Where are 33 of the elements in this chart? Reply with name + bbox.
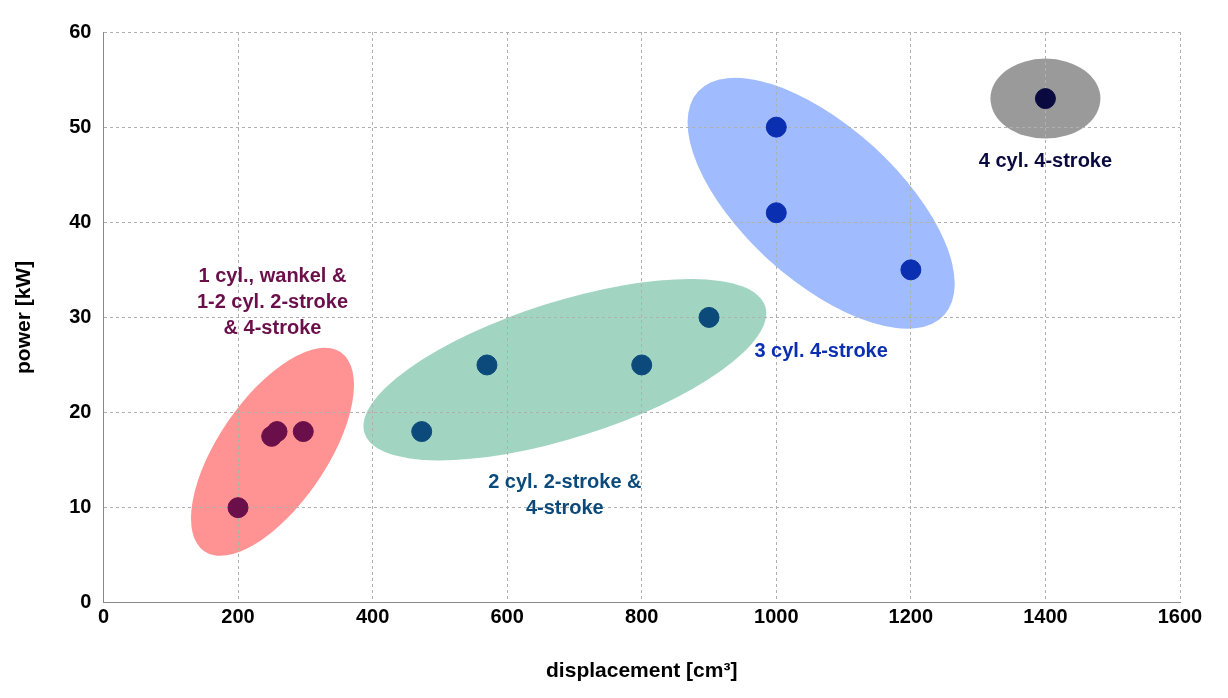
point xyxy=(292,421,314,443)
x-tick-label: 800 xyxy=(625,605,659,628)
point xyxy=(1034,88,1056,110)
text: 1 cyl., wankel & 1-2 cyl. 2-stroke & 4-stroke xyxy=(196,262,349,340)
x-tick-label: 200 xyxy=(221,605,255,628)
point xyxy=(698,306,720,328)
x-tick-label: 0 xyxy=(97,605,110,628)
text: 3 cyl. 4-stroke xyxy=(754,337,888,363)
point xyxy=(900,259,922,281)
x-tick-label: 400 xyxy=(355,605,390,628)
y-tick-label: 10 xyxy=(69,495,92,518)
point xyxy=(765,202,787,224)
point xyxy=(631,354,653,376)
point xyxy=(411,421,433,443)
x-tick-label: 1200 xyxy=(888,605,934,628)
x-tick-label: 600 xyxy=(490,605,524,628)
x-tick-label: 1400 xyxy=(1023,605,1068,628)
y-tick-label: 40 xyxy=(69,209,92,232)
point xyxy=(765,116,787,138)
y-tick-label: 50 xyxy=(69,114,92,137)
y-axis-title: power [kW] xyxy=(11,260,35,374)
x-tick-label: 1600 xyxy=(1157,605,1203,628)
point xyxy=(266,421,288,443)
text: 2 cyl. 2-stroke & 4-stroke xyxy=(488,469,642,521)
x-axis-title: displacement [cm³] xyxy=(546,658,738,682)
x-tick-label: 1000 xyxy=(754,605,799,628)
y-tick-label: 30 xyxy=(69,304,92,327)
y-tick-label: 60 xyxy=(69,19,92,42)
point xyxy=(476,354,498,376)
point xyxy=(227,497,249,519)
y-tick-label: 0 xyxy=(80,590,92,613)
y-tick-label: 20 xyxy=(69,400,92,423)
text: 4 cyl. 4-stroke xyxy=(978,147,1113,173)
